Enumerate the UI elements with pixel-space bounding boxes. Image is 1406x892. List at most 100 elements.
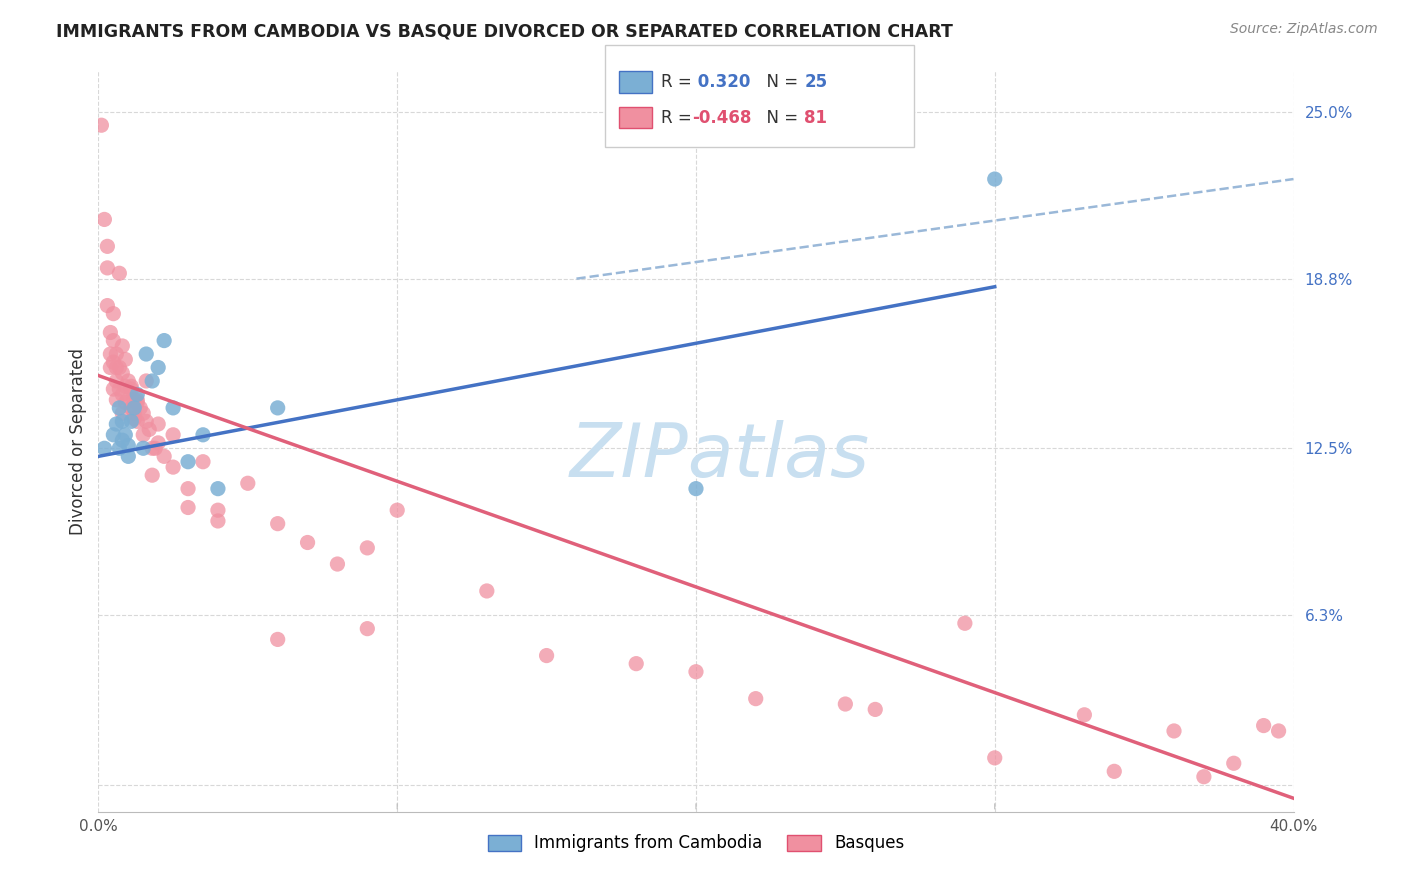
Point xyxy=(207,503,229,517)
Point xyxy=(96,260,118,275)
Point xyxy=(745,691,768,706)
Text: 25: 25 xyxy=(804,73,827,91)
Point xyxy=(105,374,128,388)
Point xyxy=(1223,756,1246,771)
Point xyxy=(177,455,200,469)
Text: 0.320: 0.320 xyxy=(692,73,751,91)
Point xyxy=(105,392,128,407)
Point xyxy=(267,401,290,415)
Point xyxy=(120,379,142,393)
Point xyxy=(148,417,170,431)
Point xyxy=(1253,718,1275,732)
Text: 81: 81 xyxy=(804,109,827,127)
Legend: Immigrants from Cambodia, Basques: Immigrants from Cambodia, Basques xyxy=(481,828,911,859)
Point xyxy=(98,347,122,361)
Text: N =: N = xyxy=(756,109,804,127)
Point xyxy=(111,433,134,447)
Point xyxy=(1163,723,1185,738)
Point xyxy=(356,622,378,636)
Point xyxy=(207,514,229,528)
Point xyxy=(135,374,157,388)
Point xyxy=(148,360,170,375)
Point xyxy=(111,406,134,420)
Y-axis label: Divorced or Separated: Divorced or Separated xyxy=(69,348,87,535)
Point xyxy=(984,751,1007,765)
Point xyxy=(114,379,136,393)
Point xyxy=(98,360,122,375)
Point xyxy=(105,347,128,361)
Point xyxy=(103,334,125,348)
Point xyxy=(103,427,125,442)
Point xyxy=(93,212,115,227)
Point xyxy=(143,442,166,456)
Point xyxy=(626,657,648,671)
Point xyxy=(108,360,131,375)
Point xyxy=(356,541,378,555)
Point xyxy=(177,500,200,515)
Point xyxy=(120,382,142,396)
Point xyxy=(236,476,259,491)
Point xyxy=(191,455,214,469)
Text: R =: R = xyxy=(661,109,697,127)
Point xyxy=(117,450,139,464)
Point xyxy=(129,401,152,415)
Point xyxy=(93,442,115,456)
Point xyxy=(127,414,149,428)
Point xyxy=(267,516,290,531)
Point xyxy=(103,382,125,396)
Point xyxy=(108,266,131,280)
Point xyxy=(132,406,155,420)
Point xyxy=(103,307,125,321)
Text: Source: ZipAtlas.com: Source: ZipAtlas.com xyxy=(1230,22,1378,37)
Point xyxy=(153,334,176,348)
Point xyxy=(117,374,139,388)
Point xyxy=(1104,764,1126,779)
Point xyxy=(111,387,134,401)
Point xyxy=(141,468,163,483)
Point xyxy=(105,417,128,431)
Text: -0.468: -0.468 xyxy=(692,109,751,127)
Point xyxy=(132,427,155,442)
Point xyxy=(111,414,134,428)
Point xyxy=(475,584,498,599)
Text: ZIPatlas: ZIPatlas xyxy=(569,420,870,492)
Point xyxy=(297,535,319,549)
Point xyxy=(108,442,131,456)
Point xyxy=(1192,770,1215,784)
Point xyxy=(141,442,163,456)
Point xyxy=(117,392,139,407)
Point xyxy=(138,422,160,436)
Point xyxy=(124,411,146,425)
Point xyxy=(135,414,157,428)
Point xyxy=(177,482,200,496)
Point xyxy=(207,482,229,496)
Point xyxy=(120,401,142,415)
Point xyxy=(120,414,142,428)
Point xyxy=(108,401,131,415)
Point xyxy=(191,427,214,442)
Point xyxy=(127,392,149,407)
Point xyxy=(114,427,136,442)
Point xyxy=(326,557,349,571)
Point xyxy=(96,239,118,253)
Point xyxy=(132,442,155,456)
Point xyxy=(127,387,149,401)
Text: IMMIGRANTS FROM CAMBODIA VS BASQUE DIVORCED OR SEPARATED CORRELATION CHART: IMMIGRANTS FROM CAMBODIA VS BASQUE DIVOR… xyxy=(56,22,953,40)
Point xyxy=(267,632,290,647)
Point xyxy=(141,374,163,388)
Point xyxy=(148,436,170,450)
Point xyxy=(834,697,856,711)
Point xyxy=(865,702,887,716)
Point xyxy=(90,118,112,132)
Point xyxy=(96,299,118,313)
Point xyxy=(984,172,1007,186)
Point xyxy=(135,347,157,361)
Point xyxy=(108,382,131,396)
Point xyxy=(124,392,146,407)
Point xyxy=(114,395,136,409)
Point xyxy=(162,460,184,475)
Point xyxy=(124,406,146,420)
Point xyxy=(153,450,176,464)
Point xyxy=(111,339,134,353)
Point xyxy=(105,360,128,375)
